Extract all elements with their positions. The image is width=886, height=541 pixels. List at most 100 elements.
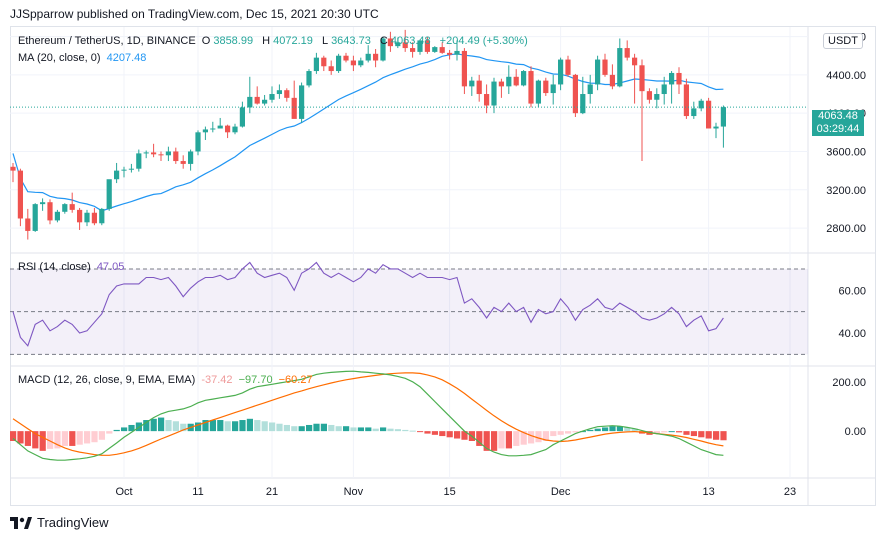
- macd-histogram-bar: [32, 431, 39, 449]
- candle-body: [691, 108, 697, 117]
- candle-body: [232, 126, 238, 133]
- countdown-tag: 03:29:44: [812, 123, 864, 136]
- currency-button[interactable]: USDT: [823, 33, 863, 49]
- macd-histogram-bar: [121, 427, 128, 432]
- candle-body: [624, 48, 630, 58]
- candle-body: [373, 53, 379, 61]
- macd-histogram-bar: [409, 430, 416, 432]
- candle-body: [617, 48, 623, 87]
- macd-histogram-bar: [350, 427, 357, 432]
- candle-body: [210, 128, 216, 130]
- tradingview-logo[interactable]: TradingView: [10, 515, 109, 530]
- macd-histogram-bar: [424, 431, 431, 434]
- candle-body: [202, 129, 208, 133]
- time-tick-label: Dec: [551, 486, 571, 498]
- candle-body: [17, 170, 23, 219]
- macd-histogram-bar: [283, 424, 290, 432]
- candle-body: [165, 151, 171, 156]
- candle-body: [580, 94, 586, 114]
- time-tick-label: 15: [443, 486, 455, 498]
- macd-histogram-bar: [572, 431, 579, 433]
- candle-body: [720, 107, 726, 127]
- macd-histogram-bar: [498, 431, 505, 449]
- macd-histogram-bar: [446, 431, 453, 438]
- rsi-tick-label: 40.00: [838, 328, 866, 340]
- macd-histogram-bar: [91, 431, 98, 443]
- candle-body: [173, 151, 179, 162]
- macd-histogram-bar: [276, 423, 283, 432]
- ma-legend: MA (20, close, 0) 4207.48: [18, 52, 149, 64]
- macd-histogram-bar: [439, 431, 446, 437]
- change-value: +204.49 (+5.30%): [439, 35, 528, 47]
- candle-body: [114, 170, 120, 180]
- macd-histogram-bar: [542, 431, 549, 441]
- candle-body: [550, 84, 556, 94]
- tradingview-logo-icon: [10, 516, 32, 529]
- candle-body: [469, 80, 475, 87]
- ma-value: 4207.48: [106, 52, 147, 64]
- candle-body: [358, 60, 364, 66]
- candle-body: [269, 94, 275, 100]
- candle-body: [587, 84, 593, 95]
- time-tick-label: 13: [702, 486, 714, 498]
- macd-histogram-bar: [402, 429, 409, 432]
- macd-histogram-bar: [61, 431, 68, 446]
- price-legend: Ethereum / TetherUS, 1D, BINANCE O 3858.9…: [18, 35, 531, 47]
- candle-body: [447, 52, 453, 55]
- macd-hist-value: -37.42: [201, 374, 233, 386]
- candle-body: [454, 50, 460, 55]
- candle-body: [91, 212, 97, 224]
- candle-body: [476, 80, 482, 95]
- candle-body: [528, 71, 534, 104]
- macd-legend: MACD (12, 26, close, 9, EMA, EMA) -37.42…: [18, 374, 316, 386]
- candle-body: [321, 57, 327, 67]
- macd-histogram-bar: [357, 427, 364, 432]
- candle-body: [410, 48, 416, 52]
- candle-body: [661, 84, 667, 95]
- macd-histogram-bar: [609, 426, 616, 432]
- price-tick-label: 4400.00: [826, 70, 866, 82]
- candle-body: [313, 57, 319, 72]
- macd-histogram-bar: [24, 431, 31, 446]
- candle-body: [417, 40, 423, 52]
- candle-body: [609, 74, 615, 87]
- candle-body: [506, 76, 512, 87]
- macd-histogram-bar: [320, 423, 327, 432]
- macd-histogram-bar: [520, 431, 527, 445]
- candle-body: [639, 65, 645, 92]
- macd-histogram-bar: [602, 427, 609, 432]
- macd-histogram-bar: [54, 431, 61, 449]
- candle-body: [521, 71, 527, 86]
- macd-histogram-bar: [616, 426, 623, 432]
- macd-histogram-bar: [683, 431, 690, 435]
- candle-body: [595, 59, 601, 85]
- macd-histogram-bar: [84, 431, 91, 444]
- candle-body: [99, 208, 105, 224]
- high-value: H 4072.19: [262, 35, 313, 47]
- macd-histogram-bar: [698, 431, 705, 438]
- candle-body: [713, 126, 719, 129]
- macd-label: MACD (12, 26, close, 9, EMA, EMA): [18, 374, 196, 386]
- time-tick-label: Oct: [115, 486, 132, 498]
- candle-body: [676, 72, 682, 85]
- macd-histogram-bar: [631, 428, 638, 432]
- time-tick-label: Nov: [344, 486, 364, 498]
- macd-histogram-bar: [461, 431, 468, 440]
- candle-body: [706, 100, 712, 129]
- low-value: L 3643.73: [321, 35, 371, 47]
- macd-histogram-bar: [76, 431, 83, 445]
- rsi-tick-label: 60.00: [838, 285, 866, 297]
- candle-body: [350, 60, 356, 66]
- candle-body: [84, 212, 90, 223]
- candle-body: [254, 96, 260, 104]
- candle-body: [558, 59, 564, 85]
- candle-body: [491, 81, 497, 106]
- candle-body: [669, 72, 675, 85]
- macd-histogram-bar: [505, 431, 512, 449]
- macd-histogram-bar: [106, 431, 113, 434]
- macd-histogram-bar: [557, 431, 564, 435]
- candle-body: [32, 204, 38, 231]
- rsi-legend: RSI (14, close) 47.05: [18, 261, 127, 273]
- macd-histogram-bar: [180, 423, 187, 432]
